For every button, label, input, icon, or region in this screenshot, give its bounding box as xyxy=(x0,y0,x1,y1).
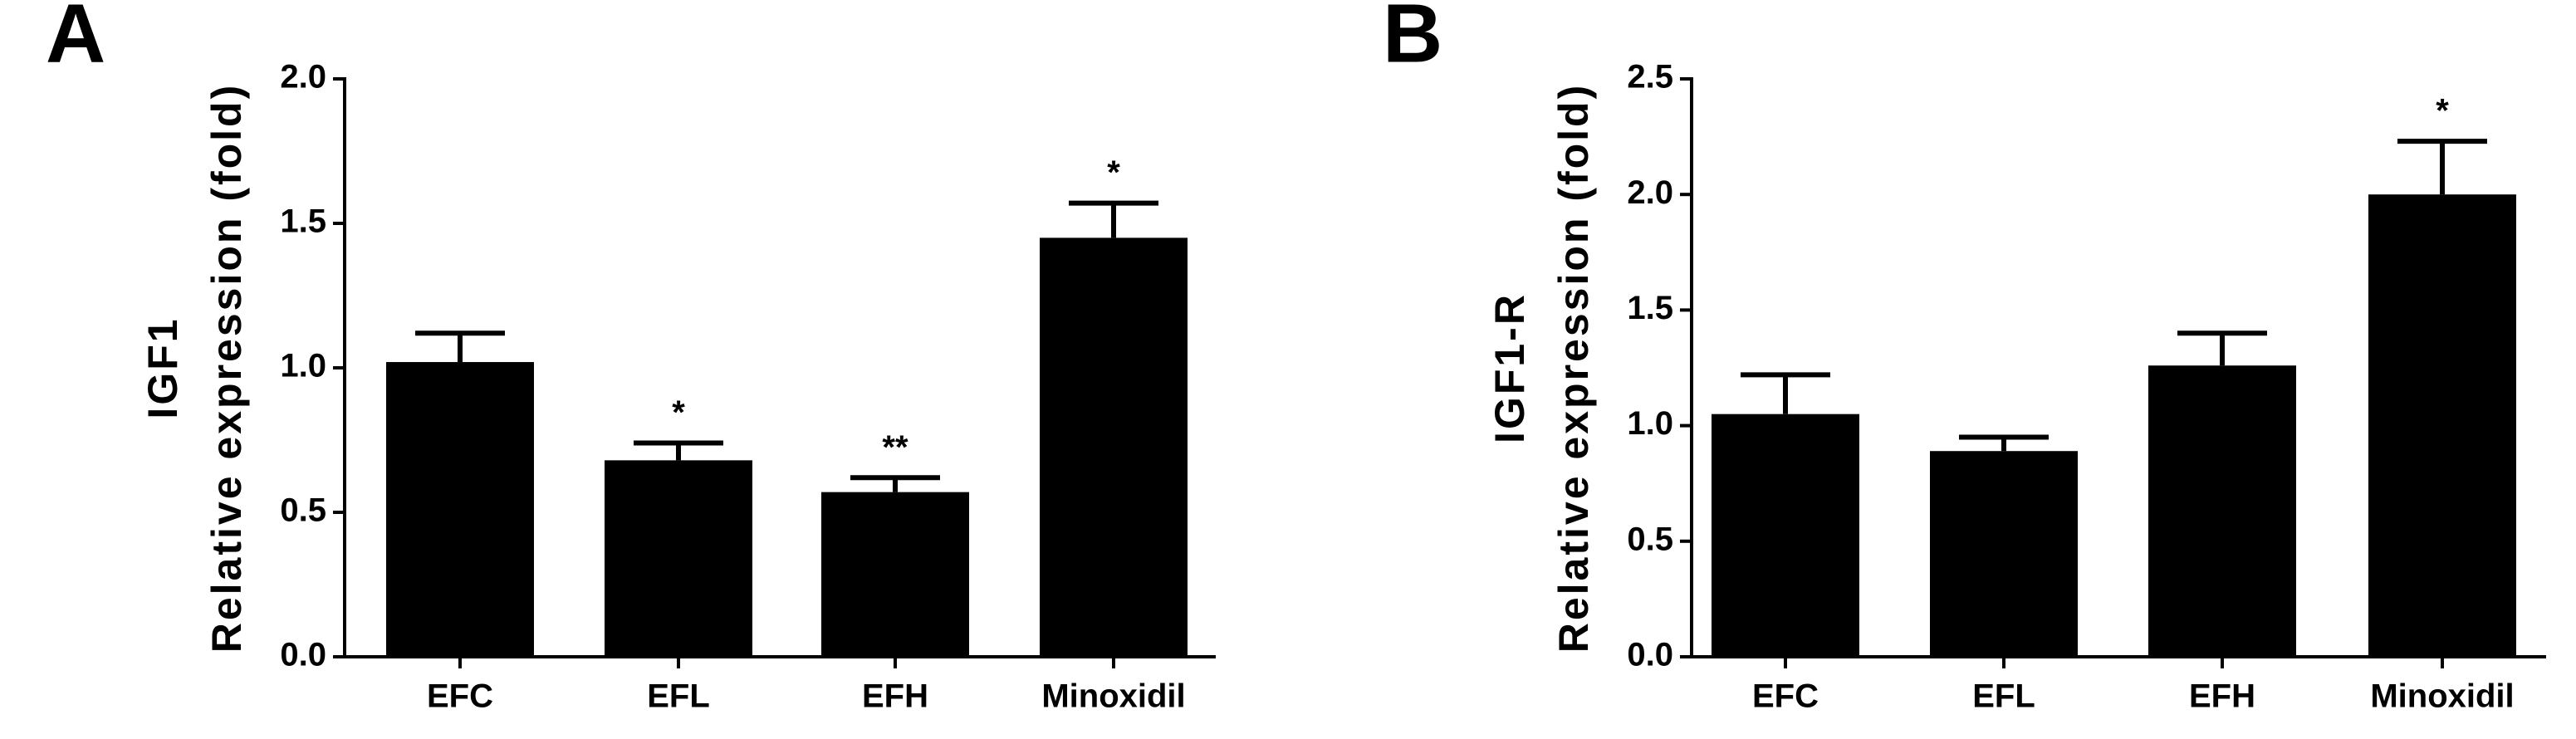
y-tick-label: 0.5 xyxy=(1627,521,1673,557)
y-tick-label: 0.5 xyxy=(280,492,326,529)
x-tick-label: EFC xyxy=(1752,678,1819,715)
y-tick-label: 1.0 xyxy=(1627,405,1673,442)
bar xyxy=(821,492,969,657)
y-tick-label: 2.0 xyxy=(1627,174,1673,211)
bar xyxy=(386,362,534,657)
bar xyxy=(1040,237,1188,657)
error-bar xyxy=(850,475,940,492)
chart-panel: B IGF1-R Relative expression (fold) 0.0 0.5 1… xyxy=(1383,0,2546,715)
bar xyxy=(1930,451,2078,657)
y-tick-label: 1.5 xyxy=(1627,290,1673,326)
error-bar xyxy=(2397,139,2487,195)
significance-label: * xyxy=(2436,93,2449,130)
y-tick-label: 1.5 xyxy=(280,203,326,240)
y-axis-title: IGF1 xyxy=(140,316,186,418)
x-tick-label: Minoxidil xyxy=(1041,678,1185,715)
significance-label: * xyxy=(672,394,685,431)
error-bar xyxy=(1069,200,1158,238)
error-bar xyxy=(634,440,723,461)
y-tick-label: 2.0 xyxy=(280,59,326,95)
x-tick-label: EFC xyxy=(427,678,493,715)
bar xyxy=(605,460,752,657)
chart-panel: A IGF1 Relative expression (fold) 0.0 0.5 1.0… xyxy=(46,0,1216,715)
x-tick-label: EFH xyxy=(2189,678,2255,715)
error-bar xyxy=(1741,372,1830,414)
x-tick-label: EFH xyxy=(862,678,928,715)
significance-label: ** xyxy=(882,429,908,466)
y-tick-label: 2.5 xyxy=(1627,59,1673,95)
y-tick-label: 1.0 xyxy=(280,348,326,384)
y-axis-title: Relative expression (fold) xyxy=(203,83,250,653)
x-tick-label: EFL xyxy=(1972,678,2035,715)
y-tick-label: 0.0 xyxy=(280,637,326,673)
x-tick-label: EFL xyxy=(647,678,710,715)
y-axis-title: IGF1-R xyxy=(1486,292,1533,443)
error-bar xyxy=(2177,330,2267,366)
significance-label: * xyxy=(1107,154,1120,191)
error-bar xyxy=(1959,434,2049,452)
panel-label: B xyxy=(1383,0,1442,80)
x-tick-label: Minoxidil xyxy=(2370,678,2514,715)
panel-label: A xyxy=(46,0,105,80)
bar xyxy=(2148,365,2296,657)
bar xyxy=(1712,414,1859,657)
error-bar xyxy=(415,330,505,363)
y-axis-title: Relative expression (fold) xyxy=(1550,83,1597,653)
bar xyxy=(2368,194,2516,657)
y-tick-label: 0.0 xyxy=(1627,637,1673,673)
